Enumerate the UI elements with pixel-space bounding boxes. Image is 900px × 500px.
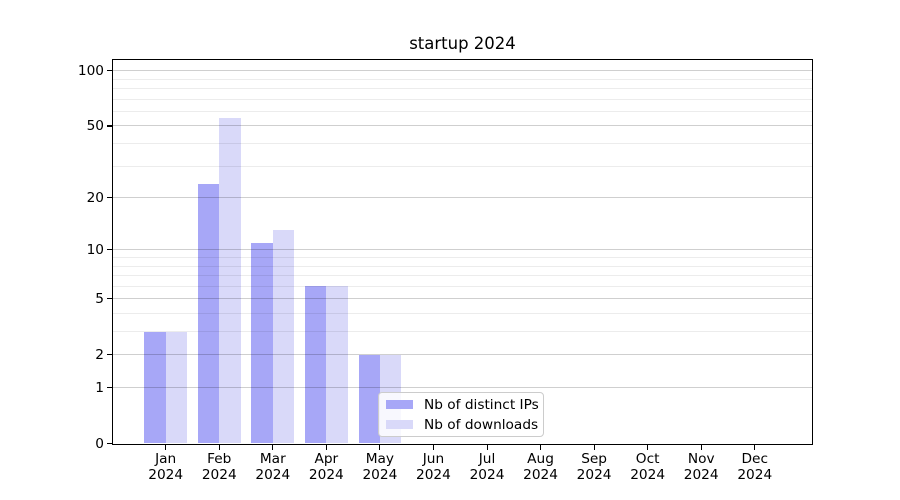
legend-item-downloads: Nb of downloads [386,415,543,434]
y-tick-mark-50 [107,125,112,127]
y-tick-label-100: 100 [77,62,104,79]
gridline-major-5 [113,298,812,300]
legend-label-downloads: Nb of downloads [424,416,539,433]
legend: Nb of distinct IPs Nb of downloads [378,392,544,437]
gridline-major-20 [113,197,812,199]
gridline-minor-8 [113,265,812,267]
legend-swatch-downloads [386,419,413,430]
gridline-major-10 [113,249,812,251]
bar-distinct-ips-jan [144,331,166,444]
y-tick-mark-0 [107,443,112,445]
x-tick-mark-oct [647,444,649,450]
x-tick-label-sep: Sep 2024 [576,450,612,484]
gridline-minor-80 [113,88,812,90]
y-tick-label-10: 10 [86,241,104,258]
gridline-minor-90 [113,78,812,80]
gridline-minor-7 [113,275,812,277]
gridline-minor-30 [113,165,812,167]
gridline-major-100 [113,70,812,72]
x-tick-mark-may [379,444,381,450]
y-tick-mark-5 [107,298,112,300]
plot-area: Nb of distinct IPs Nb of downloads [112,59,813,445]
x-tick-mark-jun [432,444,435,450]
x-tick-label-nov: Nov 2024 [683,450,719,484]
bar-distinct-ips-apr [304,286,327,444]
x-tick-label-dec: Dec 2024 [737,450,773,484]
chart-title: startup 2024 [409,34,516,53]
gridline-minor-9 [113,257,812,259]
x-tick-mark-mar [272,444,274,450]
y-tick-mark-100 [107,70,112,72]
gridline-minor-6 [113,285,812,287]
x-tick-label-feb: Feb 2024 [201,450,237,484]
bar-distinct-ips-may [358,354,380,444]
bar-distinct-ips-mar [251,242,273,444]
x-tick-mark-sep [593,444,595,450]
bar-downloads-jan [165,331,188,444]
legend-swatch-distinct-ips [386,399,413,410]
x-tick-label-jul: Jul 2024 [469,450,505,484]
bar-downloads-feb [219,118,241,444]
x-tick-mark-nov [700,444,702,450]
legend-label-distinct-ips: Nb of distinct IPs [424,396,539,413]
gridline-minor-70 [113,98,812,100]
y-tick-label-5: 5 [95,290,104,307]
y-tick-label-20: 20 [86,189,104,206]
gridline-major-50 [113,125,812,127]
y-tick-mark-20 [107,197,112,199]
y-tick-mark-1 [107,387,112,389]
gridline-major-1 [113,387,812,389]
x-tick-label-may: May 2024 [362,450,398,484]
gridline-minor-4 [113,313,812,315]
gridline-minor-60 [113,111,812,113]
y-tick-label-50: 50 [86,117,104,134]
x-tick-label-jan: Jan 2024 [148,450,184,484]
x-tick-label-aug: Aug 2024 [523,450,558,484]
x-tick-label-oct: Oct 2024 [630,450,666,484]
x-tick-label-mar: Mar 2024 [255,450,291,484]
x-tick-mark-jan [165,444,167,450]
y-tick-label-0: 0 [95,435,104,452]
x-tick-mark-dec [754,444,756,450]
bar-downloads-mar [272,230,295,444]
y-tick-label-2: 2 [95,346,104,363]
x-tick-label-apr: Apr 2024 [308,450,344,484]
y-tick-mark-2 [107,354,112,356]
x-tick-mark-feb [218,444,220,450]
x-tick-label-jun: Jun 2024 [416,450,451,484]
bars-layer [113,60,812,444]
gridline-major-2 [113,354,812,356]
gridline-minor-3 [113,331,812,333]
bar-downloads-apr [326,286,348,444]
gridline-minor-40 [113,143,812,145]
y-tick-label-1: 1 [95,379,104,396]
gridlines-layer [113,60,812,444]
y-tick-mark-10 [107,249,112,251]
x-tick-mark-apr [325,444,327,450]
bar-distinct-ips-feb [197,183,220,444]
legend-item-distinct-ips: Nb of distinct IPs [386,395,543,414]
x-tick-mark-jul [486,444,488,450]
x-tick-mark-aug [540,444,542,450]
